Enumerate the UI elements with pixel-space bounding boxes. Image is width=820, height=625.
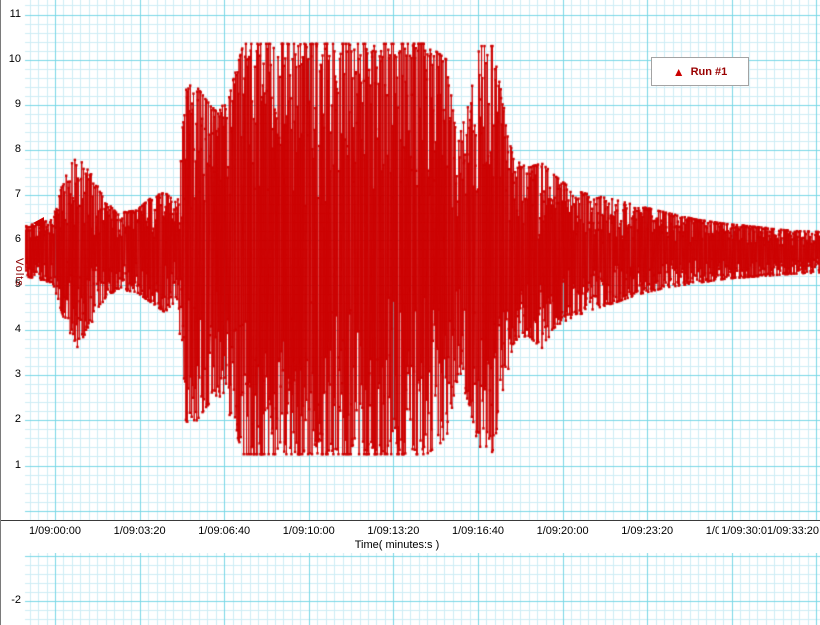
y-tick-label: 9 bbox=[14, 97, 21, 110]
x-tick-label: 1/09:00:00 bbox=[29, 525, 81, 537]
x-tick-label: 1/09:03:20 bbox=[113, 525, 166, 537]
y-tick-label: 7 bbox=[14, 187, 21, 200]
y-tick-label: 3 bbox=[14, 368, 21, 381]
x-tick-label: 1/09:30:0 bbox=[721, 525, 767, 537]
y-tick-label: -2 bbox=[11, 593, 21, 606]
y-tick-label: 8 bbox=[14, 142, 21, 155]
legend-box[interactable]: ▲ Run #1 bbox=[651, 57, 749, 86]
x-axis-overflow-labels: 1/09:30:01/09:33:20 bbox=[719, 526, 819, 537]
y-axis-title: Volts bbox=[13, 258, 25, 287]
y-tick-label: 5 bbox=[14, 278, 21, 291]
legend-series-marker-icon: ▲ bbox=[672, 64, 685, 79]
x-tick-label: 1/09:16:40 bbox=[452, 525, 504, 537]
y-tick-label: 6 bbox=[14, 233, 21, 245]
x-axis-line bbox=[0, 520, 820, 521]
value-marker-arrow-icon[interactable] bbox=[33, 216, 44, 229]
x-axis-title: Time( minutes:s ) bbox=[354, 539, 440, 551]
y-tick-label: 10 bbox=[8, 52, 21, 65]
x-tick-label: 1/09:33:20 bbox=[767, 525, 819, 537]
y-tick-label: 2 bbox=[14, 413, 21, 426]
x-tick-label: 1/09:10:00 bbox=[282, 525, 335, 537]
y-tick-label: 4 bbox=[14, 323, 21, 336]
y-tick-label: 1 bbox=[14, 458, 21, 471]
x-axis-strip: 1/09:00:00 1/09:03:20 1/09:06:40 1/09:10:00… bbox=[0, 520, 820, 553]
y-tick-label: 11 bbox=[9, 7, 21, 20]
x-tick-label: 1/09:20:00 bbox=[536, 525, 589, 537]
x-tick-label: 1/09:23:20 bbox=[621, 525, 674, 537]
legend-label: Run #1 bbox=[690, 65, 728, 78]
x-tick-label: 1/09:06:40 bbox=[198, 525, 251, 537]
x-tick-label: 1/09:13:20 bbox=[367, 525, 420, 537]
window-left-border bbox=[0, 0, 1, 625]
